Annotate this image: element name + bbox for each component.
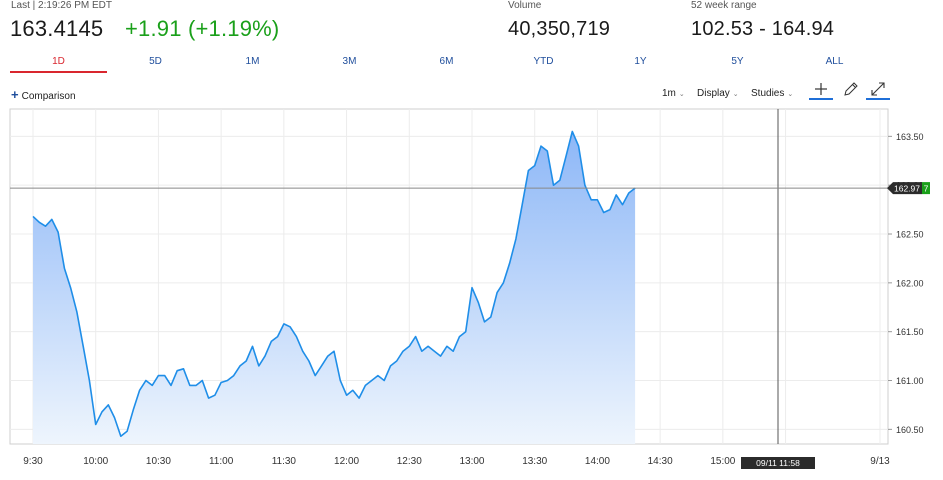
range-value: 102.53 - 164.94 bbox=[691, 18, 835, 40]
volume-label: Volume bbox=[508, 0, 542, 11]
draw-tool-button[interactable] bbox=[838, 80, 862, 98]
period-tabs: 1D 5D 1M 3M 6M YTD 1Y 5Y ALL bbox=[10, 52, 888, 73]
price-tag-suffix: 7 bbox=[924, 184, 929, 194]
y-tick-label: 162.00 bbox=[896, 278, 924, 288]
crosshair-tool-button[interactable] bbox=[809, 80, 833, 100]
interval-dropdown[interactable]: 1m ⌄ bbox=[662, 88, 685, 99]
display-dropdown[interactable]: Display ⌄ bbox=[697, 88, 739, 99]
last-price-tag-label: 162.97 bbox=[894, 184, 920, 194]
x-tick-label: 9/13 bbox=[870, 456, 890, 467]
y-tick-label: 163.50 bbox=[896, 132, 924, 142]
studies-label: Studies bbox=[751, 88, 785, 99]
x-tick-label: 12:00 bbox=[334, 456, 359, 467]
x-tick-label: 9:30 bbox=[23, 456, 43, 467]
comparison-button[interactable]: + Comparison bbox=[11, 87, 76, 102]
price-line bbox=[32, 130, 636, 437]
x-tick-label: 14:30 bbox=[648, 456, 673, 467]
tab-3m[interactable]: 3M bbox=[342, 56, 357, 67]
tab-5y[interactable]: 5Y bbox=[731, 56, 744, 67]
chevron-down-icon: ⌄ bbox=[678, 91, 685, 98]
x-tick-label: 14:00 bbox=[585, 456, 610, 467]
last-price-tag bbox=[887, 182, 922, 195]
chevron-down-icon: ⌄ bbox=[787, 91, 794, 98]
x-tick-label: 10:30 bbox=[146, 456, 171, 467]
y-tick-label: 161.50 bbox=[896, 327, 924, 337]
price-change: +1.91 (+1.19%) bbox=[125, 16, 280, 41]
price-area bbox=[33, 131, 636, 444]
chevron-down-icon: ⌄ bbox=[732, 91, 739, 98]
expand-icon bbox=[871, 82, 885, 96]
tab-all[interactable]: ALL bbox=[825, 56, 844, 67]
x-tick-label: 15:00 bbox=[710, 456, 735, 467]
tab-ytd[interactable]: YTD bbox=[533, 56, 554, 67]
x-tick-label: 13:30 bbox=[522, 456, 547, 467]
last-trade-time: Last | 2:19:26 PM EDT bbox=[11, 0, 112, 11]
y-tick-label: 162.50 bbox=[896, 230, 924, 240]
tab-6m[interactable]: 6M bbox=[439, 56, 454, 67]
interval-label: 1m bbox=[662, 88, 676, 99]
x-tick-label: 11:30 bbox=[272, 456, 297, 467]
range-label: 52 week range bbox=[691, 0, 757, 11]
expand-tool-button[interactable] bbox=[866, 80, 890, 100]
x-tick-label: 11:00 bbox=[209, 456, 234, 467]
display-label: Display bbox=[697, 88, 730, 99]
comparison-label: Comparison bbox=[21, 91, 76, 102]
price-tag-suffix-box bbox=[922, 182, 930, 195]
crosshair-date-box bbox=[741, 457, 815, 469]
y-tick-label: 161.00 bbox=[896, 376, 924, 386]
tab-1d[interactable]: 1D bbox=[10, 52, 107, 73]
tab-1y[interactable]: 1Y bbox=[634, 56, 647, 67]
volume-value: 40,350,719 bbox=[508, 18, 611, 40]
crosshair-date-label: 09/11 11:58 bbox=[756, 458, 800, 468]
tab-1m[interactable]: 1M bbox=[245, 56, 260, 67]
pencil-icon bbox=[844, 82, 858, 96]
x-tick-label: 10:00 bbox=[83, 456, 108, 467]
y-tick-label: 160.50 bbox=[896, 425, 924, 435]
studies-dropdown[interactable]: Studies ⌄ bbox=[751, 88, 793, 99]
tab-5d[interactable]: 5D bbox=[149, 56, 162, 67]
crosshair-icon bbox=[815, 83, 827, 95]
x-tick-label: 13:00 bbox=[459, 456, 484, 467]
plus-icon: + bbox=[11, 87, 19, 102]
x-tick-label: 12:30 bbox=[397, 456, 422, 467]
last-price: 163.4145 bbox=[10, 16, 104, 41]
